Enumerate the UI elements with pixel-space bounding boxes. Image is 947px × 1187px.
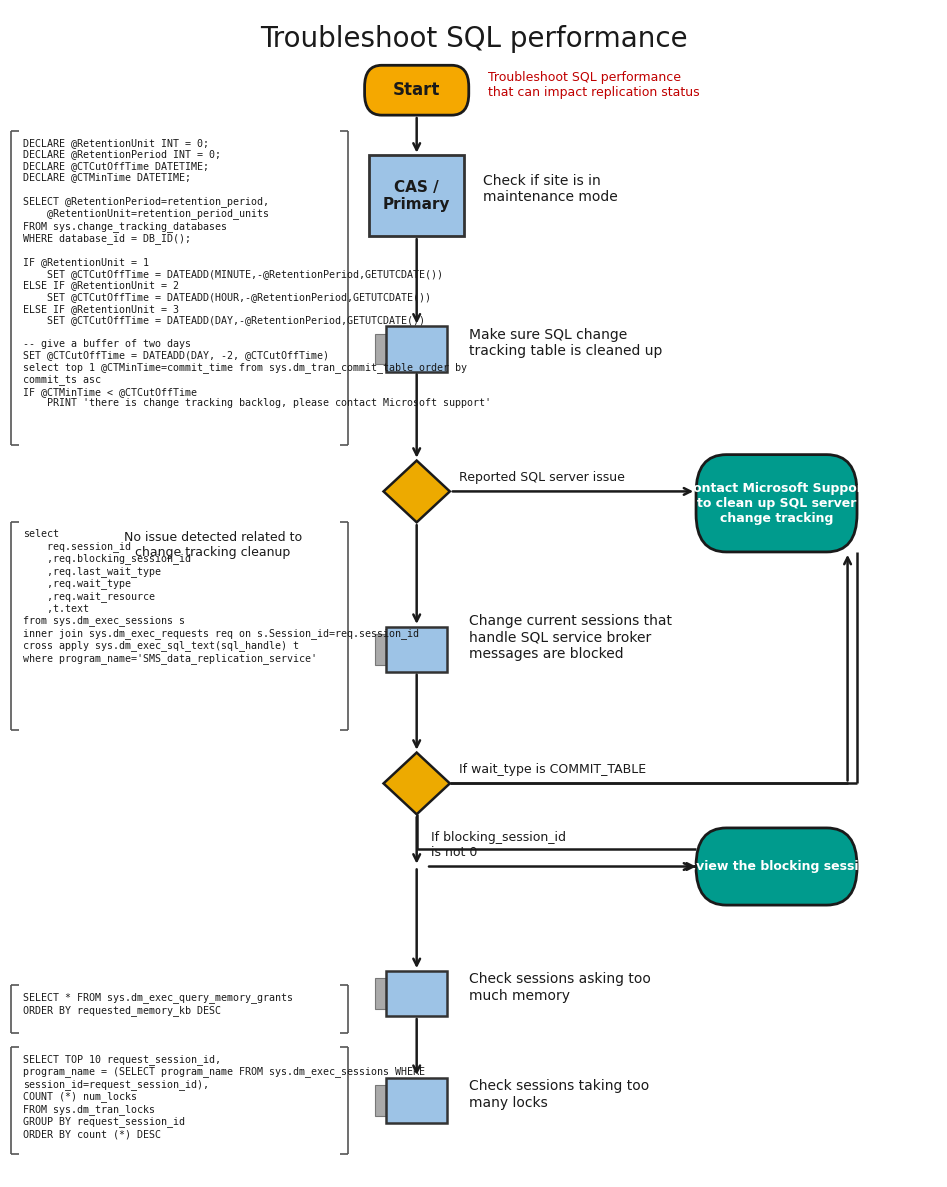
Text: No issue detected related to
change tracking cleanup: No issue detected related to change trac… [124, 531, 302, 559]
Text: If wait_type is COMMIT_TABLE: If wait_type is COMMIT_TABLE [459, 763, 647, 775]
Text: Change current sessions that
handle SQL service broker
messages are blocked: Change current sessions that handle SQL … [469, 614, 671, 661]
Text: Check sessions asking too
much memory: Check sessions asking too much memory [469, 972, 651, 1003]
Bar [386, 326, 448, 372]
Text: Start: Start [393, 81, 440, 100]
Text: select
    req.session_id
    ,req.blocking_session_id
    ,req.last_wait_type
 : select req.session_id ,req.blocking_sess… [23, 529, 419, 664]
Text: Make sure SQL change
tracking table is cleaned up: Make sure SQL change tracking table is c… [469, 328, 662, 358]
FancyBboxPatch shape [696, 455, 857, 552]
Text: Check if site is in
maintenance mode: Check if site is in maintenance mode [483, 173, 617, 204]
Text: Reported SQL server issue: Reported SQL server issue [459, 471, 625, 483]
Bar [386, 971, 448, 1016]
Text: Check sessions taking too
many locks: Check sessions taking too many locks [469, 1079, 649, 1110]
Bar [386, 627, 448, 672]
Text: CAS /
Primary: CAS / Primary [383, 179, 451, 212]
Bar [374, 634, 386, 665]
Text: SELECT * FROM sys.dm_exec_query_memory_grants
ORDER BY requested_memory_kb DESC: SELECT * FROM sys.dm_exec_query_memory_g… [23, 992, 293, 1016]
Text: DECLARE @RetentionUnit INT = 0;
DECLARE @RetentionPeriod INT = 0;
DECLARE @CTCut: DECLARE @RetentionUnit INT = 0; DECLARE … [23, 138, 491, 408]
Text: If blocking_session_id
is not 0: If blocking_session_id is not 0 [431, 831, 566, 859]
Bar [374, 978, 386, 1009]
Bar [386, 1078, 448, 1123]
Bar [369, 155, 464, 236]
Polygon shape [384, 461, 450, 522]
FancyBboxPatch shape [696, 829, 857, 904]
FancyBboxPatch shape [365, 65, 469, 115]
Text: Contact Microsoft Support
to clean up SQL server
change tracking: Contact Microsoft Support to clean up SQ… [684, 482, 869, 525]
Text: Troubleshoot SQL performance
that can impact replication status: Troubleshoot SQL performance that can im… [488, 71, 699, 100]
Text: Review the blocking session: Review the blocking session [678, 861, 875, 872]
Bar [374, 334, 386, 364]
Text: Troubleshoot SQL performance: Troubleshoot SQL performance [259, 25, 688, 53]
Bar [374, 1085, 386, 1116]
Text: SELECT TOP 10 request_session_id,
program_name = (SELECT program_name FROM sys.d: SELECT TOP 10 request_session_id, progra… [23, 1054, 424, 1140]
Polygon shape [384, 753, 450, 814]
